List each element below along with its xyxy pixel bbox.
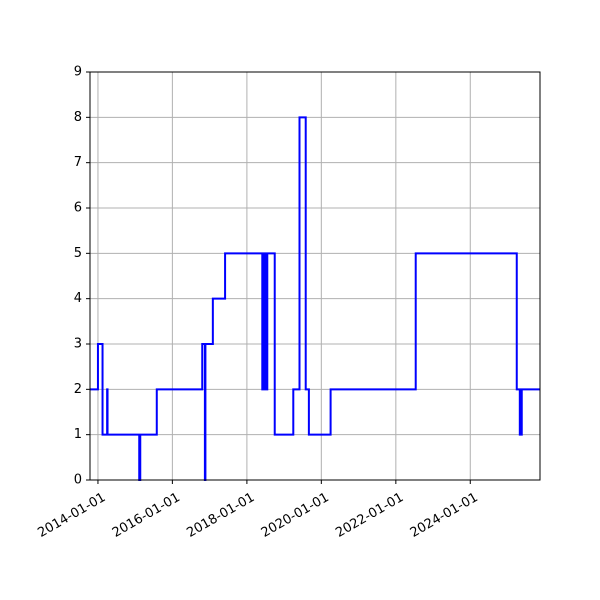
y-tick-label: 4 <box>74 291 82 306</box>
y-tick-label: 6 <box>74 201 82 216</box>
series-layer <box>90 116 540 481</box>
y-tick-label: 8 <box>74 110 82 125</box>
y-tick-label: 2 <box>74 382 82 397</box>
y-axis-ticks: 0 1 2 3 4 5 6 7 8 9 <box>74 65 90 488</box>
y-tick-label: 0 <box>74 473 82 488</box>
y-tick-label: 7 <box>74 155 82 170</box>
y-tick-label: 5 <box>74 246 82 261</box>
y-tick-label: 1 <box>74 427 82 442</box>
plot-area-frame <box>89 71 541 481</box>
y-tick-label: 3 <box>74 337 82 352</box>
y-tick-label: 9 <box>74 65 82 80</box>
series-line <box>90 116 540 481</box>
